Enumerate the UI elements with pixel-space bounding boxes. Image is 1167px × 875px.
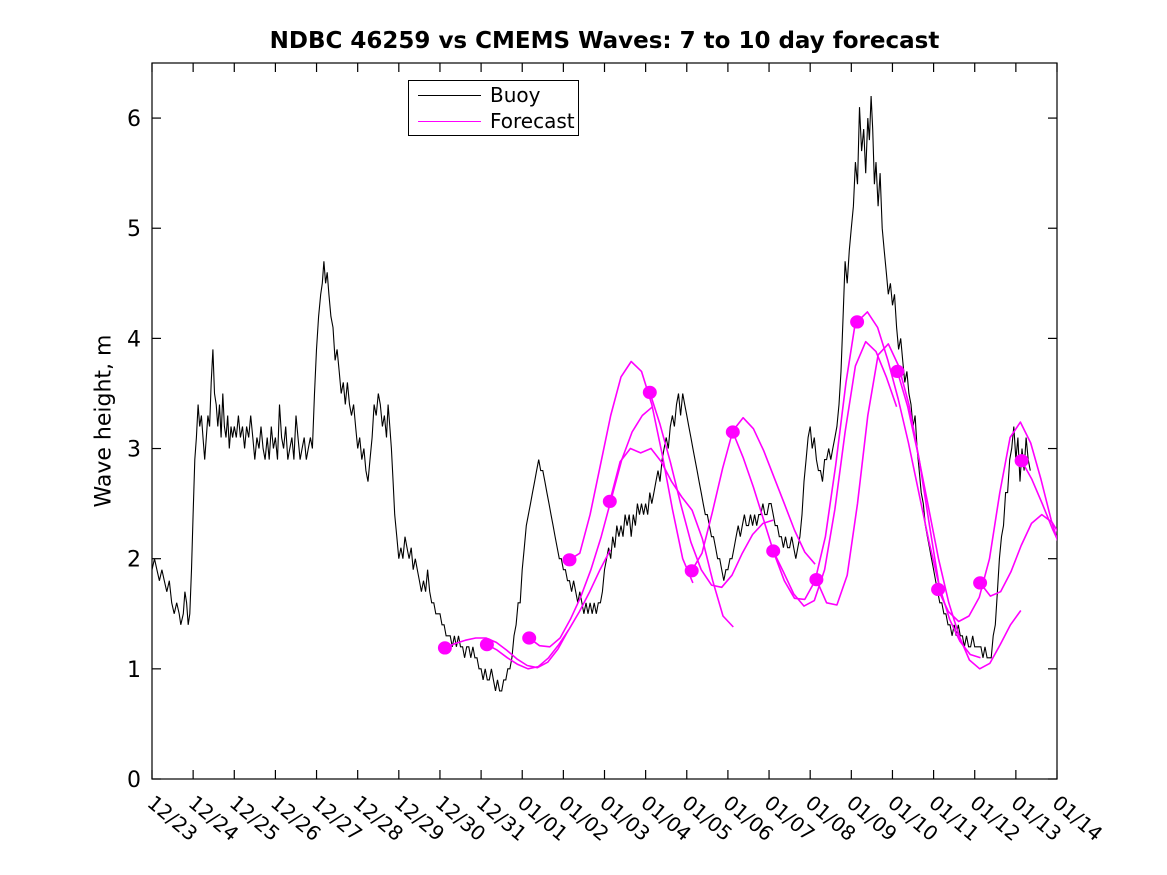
forecast-start-marker-12-30 [437, 641, 452, 655]
axes-box [151, 62, 1058, 780]
forecast-run-line-01-11 [937, 421, 1057, 623]
forecast-start-marker-01-06 [725, 425, 740, 439]
y-tick-label: 0 [127, 768, 141, 793]
y-tick-label: 4 [127, 327, 141, 352]
forecast-run-line-01-12 [979, 513, 1057, 597]
forecast-start-marker-01-07 [766, 544, 781, 558]
forecast-start-marker-01-05 [684, 564, 699, 578]
forecast-start-marker-01-03 [602, 494, 617, 508]
chart-title: NDBC 46259 vs CMEMS Waves: 7 to 10 day f… [269, 28, 940, 54]
legend-box: Buoy Forecast [408, 80, 579, 136]
y-tick-label: 6 [127, 107, 141, 132]
forecast-run-line-01-03 [609, 447, 734, 628]
forecast-start-marker-01-09 [850, 315, 865, 329]
forecast-run-line-12-31 [486, 549, 612, 670]
forecast-start-marker-01-04 [642, 385, 657, 399]
forecast-start-marker-01-01 [522, 631, 537, 645]
forecast-start-marker-01-08 [809, 573, 824, 587]
forecast-run-line-01-04 [649, 392, 774, 589]
forecast-start-marker-01-13 [1014, 454, 1029, 468]
buoy-line-swatch [418, 94, 481, 96]
forecast-run-line-12-30 [444, 629, 570, 669]
forecast-run-line-01-10 [896, 371, 1022, 670]
forecast-start-marker-01-10 [890, 364, 905, 378]
forecast-run-line-01-09 [856, 311, 981, 659]
forecast-run-line-01-06 [732, 316, 858, 601]
y-tick-label: 1 [127, 658, 141, 683]
forecast-start-marker-01-12 [973, 576, 988, 590]
legend-entry-buoy: Buoy [418, 83, 578, 107]
forecast-start-marker-12-31 [479, 638, 494, 652]
forecast-run-line-01-02 [569, 360, 694, 584]
forecast-line-swatch [418, 120, 481, 122]
y-tick-label: 3 [127, 438, 141, 463]
forecast-run-line-01-05 [691, 416, 816, 572]
forecast-run-line-01-13 [1020, 460, 1057, 541]
buoy-series-line [152, 95, 1031, 692]
legend-entry-forecast: Forecast [418, 109, 578, 133]
forecast-start-marker-01-11 [931, 582, 946, 597]
y-tick-label: 5 [127, 217, 141, 242]
legend-label-buoy: Buoy [490, 83, 541, 107]
legend-label-forecast: Forecast [490, 109, 575, 133]
forecast-run-line-01-01 [528, 406, 654, 648]
y-axis-label: Wave height, m [91, 334, 117, 508]
forecast-run-line-01-07 [772, 340, 898, 607]
series-group [152, 95, 1057, 692]
y-tick-label: 2 [127, 548, 141, 573]
forecast-start-marker-01-02 [562, 553, 577, 567]
